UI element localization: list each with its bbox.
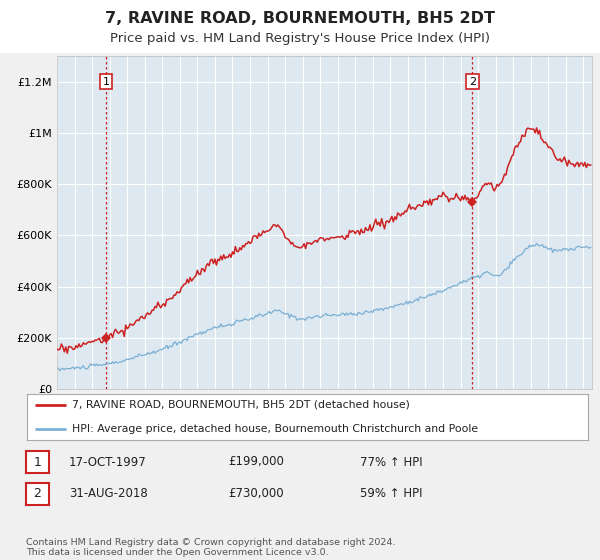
Text: 2: 2 xyxy=(469,77,476,87)
Text: 1: 1 xyxy=(33,455,41,469)
Text: 7, RAVINE ROAD, BOURNEMOUTH, BH5 2DT (detached house): 7, RAVINE ROAD, BOURNEMOUTH, BH5 2DT (de… xyxy=(72,400,410,410)
Text: 77% ↑ HPI: 77% ↑ HPI xyxy=(360,455,422,469)
Text: 31-AUG-2018: 31-AUG-2018 xyxy=(69,487,148,501)
Text: £199,000: £199,000 xyxy=(228,455,284,469)
Text: 2: 2 xyxy=(33,487,41,501)
Text: 7, RAVINE ROAD, BOURNEMOUTH, BH5 2DT: 7, RAVINE ROAD, BOURNEMOUTH, BH5 2DT xyxy=(105,11,495,26)
Text: 17-OCT-1997: 17-OCT-1997 xyxy=(69,455,147,469)
Text: £730,000: £730,000 xyxy=(228,487,284,501)
Text: 1: 1 xyxy=(103,77,110,87)
Text: Price paid vs. HM Land Registry's House Price Index (HPI): Price paid vs. HM Land Registry's House … xyxy=(110,32,490,45)
Text: 59% ↑ HPI: 59% ↑ HPI xyxy=(360,487,422,501)
Text: HPI: Average price, detached house, Bournemouth Christchurch and Poole: HPI: Average price, detached house, Bour… xyxy=(72,423,478,433)
Text: Contains HM Land Registry data © Crown copyright and database right 2024.
This d: Contains HM Land Registry data © Crown c… xyxy=(26,538,395,557)
